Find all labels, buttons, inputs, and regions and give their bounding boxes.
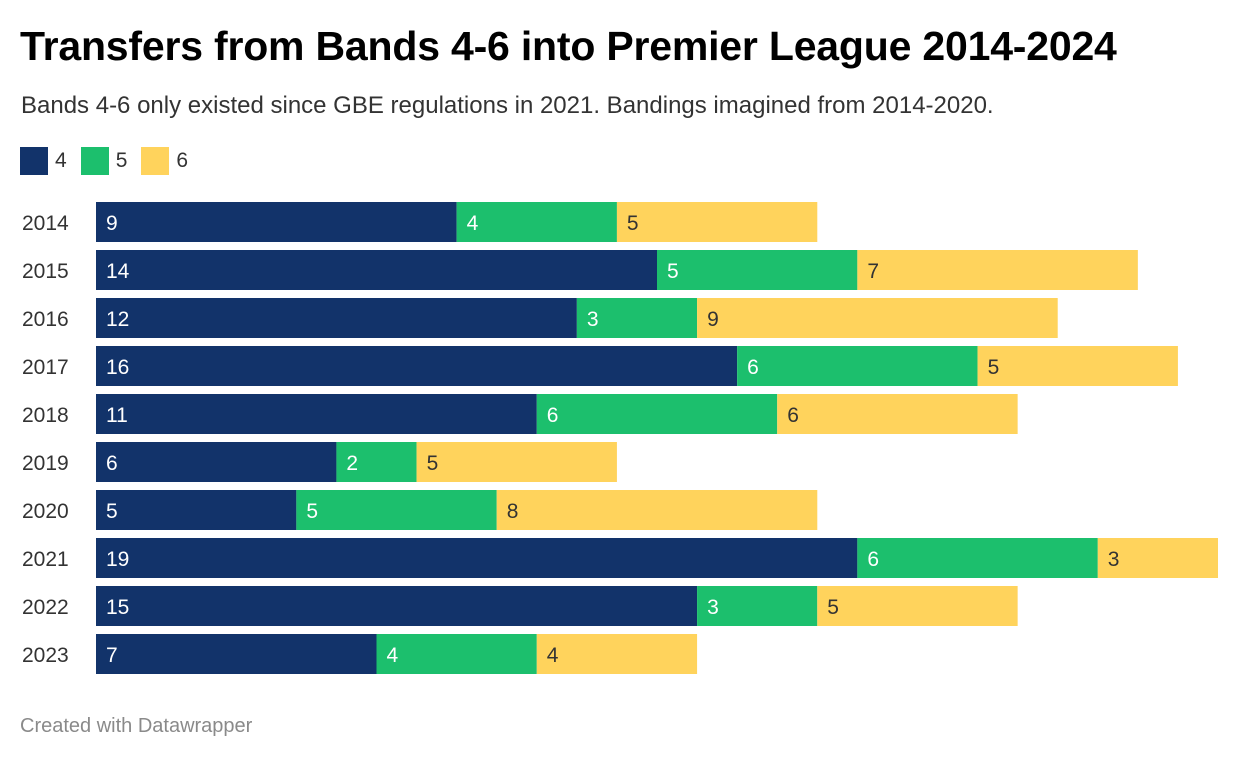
bar-2018-band-5 (536, 394, 778, 434)
data-label-2021-band-4: 19 (106, 548, 129, 571)
bar-2021-band-5 (857, 538, 1098, 578)
bar-2020-band-4 (96, 490, 297, 530)
category-label-2016: 2016 (22, 308, 69, 331)
data-label-2014-band-4: 9 (106, 212, 118, 235)
data-label-2016-band-5: 3 (587, 308, 599, 331)
data-label-2017-band-4: 16 (106, 356, 129, 379)
data-label-2015-band-4: 14 (106, 260, 130, 283)
data-label-2022-band-5: 3 (707, 596, 719, 619)
legend-item-band-5: 5 (80, 147, 128, 175)
bar-2014-band-4 (96, 202, 457, 242)
category-label-2023: 2023 (22, 644, 69, 667)
data-label-2020-band-5: 5 (306, 500, 318, 523)
bar-2017-band-5 (737, 346, 978, 386)
data-label-2020-band-6: 8 (507, 500, 519, 523)
data-label-2014-band-5: 4 (467, 212, 479, 235)
category-label-2019: 2019 (22, 452, 69, 475)
data-label-2018-band-4: 11 (106, 404, 128, 427)
chart-title: Transfers from Bands 4-6 into Premier Le… (20, 23, 1117, 69)
category-label-2018: 2018 (22, 404, 69, 427)
legend-label-band-4: 4 (55, 149, 67, 172)
bar-2023-band-6 (536, 634, 698, 674)
data-label-2017-band-5: 6 (747, 356, 759, 379)
bar-2018-band-4 (96, 394, 537, 434)
bar-2022-band-6 (817, 586, 1018, 626)
category-label-2021: 2021 (22, 548, 69, 571)
bar-2014-band-5 (456, 202, 617, 242)
bar-2014-band-6 (616, 202, 818, 242)
bar-2017-band-4 (96, 346, 738, 386)
bar-2023-band-4 (96, 634, 377, 674)
legend-item-band-4: 4 (20, 147, 67, 175)
data-label-2015-band-5: 5 (667, 260, 679, 283)
bar-2016-band-5 (576, 298, 698, 338)
bar-2020-band-5 (296, 490, 497, 530)
bar-2019-band-5 (336, 442, 417, 482)
legend-swatch-band-6 (141, 147, 170, 175)
bar-2019-band-4 (96, 442, 337, 482)
data-label-2023-band-6: 4 (547, 644, 559, 667)
bar-2022-band-5 (697, 586, 818, 626)
chart-legend: 4 5 6 (20, 146, 202, 176)
bar-2020-band-6 (496, 490, 818, 530)
footer-credit: Created with Datawrapper (20, 715, 253, 737)
bar-2023-band-5 (376, 634, 537, 674)
data-label-2021-band-5: 6 (867, 548, 879, 571)
bar-2015-band-5 (657, 250, 858, 290)
bar-2015-band-4 (96, 250, 657, 290)
legend-label-band-6: 6 (176, 149, 189, 172)
data-label-2016-band-6: 9 (707, 308, 719, 331)
legend-item-band-6: 6 (141, 147, 188, 175)
category-label-2017: 2017 (22, 356, 69, 379)
bar-2015-band-6 (857, 250, 1138, 290)
category-label-2022: 2022 (22, 596, 69, 619)
category-label-2014: 2014 (22, 212, 69, 235)
data-label-2015-band-6: 7 (867, 260, 879, 283)
data-label-2020-band-4: 5 (106, 500, 118, 523)
bar-2018-band-6 (777, 394, 1018, 434)
bar-2019-band-6 (416, 442, 617, 482)
data-label-2022-band-4: 15 (106, 596, 129, 619)
stacked-bar-chart: 2014 9 4 5 2015 14 5 7 2016 12 3 9 2017 16 6 5 2018 11 6 6 2… (22, 202, 1218, 674)
data-label-2021-band-6: 3 (1108, 548, 1120, 571)
legend-label-band-5: 5 (115, 149, 128, 172)
data-label-2014-band-6: 5 (627, 212, 639, 235)
data-label-2022-band-6: 5 (827, 596, 839, 619)
legend-swatch-band-5 (80, 147, 109, 175)
data-label-2019-band-6: 5 (427, 452, 439, 475)
chart-subtitle: Bands 4-6 only existed since GBE regulat… (21, 92, 994, 119)
data-label-2018-band-5: 6 (547, 404, 559, 427)
bar-2016-band-4 (96, 298, 577, 338)
data-label-2016-band-4: 12 (106, 308, 129, 331)
bar-2022-band-4 (96, 586, 698, 626)
data-label-2023-band-5: 4 (387, 644, 399, 667)
category-label-2020: 2020 (22, 500, 69, 523)
bar-2017-band-6 (977, 346, 1178, 386)
bar-2021-band-4 (96, 538, 858, 578)
data-label-2023-band-4: 7 (106, 644, 118, 667)
legend-swatch-band-4 (20, 147, 48, 175)
data-label-2019-band-5: 2 (346, 452, 358, 475)
bar-2021-band-6 (1097, 538, 1218, 578)
category-label-2015: 2015 (22, 260, 69, 283)
data-label-2017-band-6: 5 (988, 356, 1000, 379)
bar-2016-band-6 (697, 298, 1058, 338)
data-label-2019-band-4: 6 (106, 452, 118, 475)
data-label-2018-band-6: 6 (787, 404, 799, 427)
